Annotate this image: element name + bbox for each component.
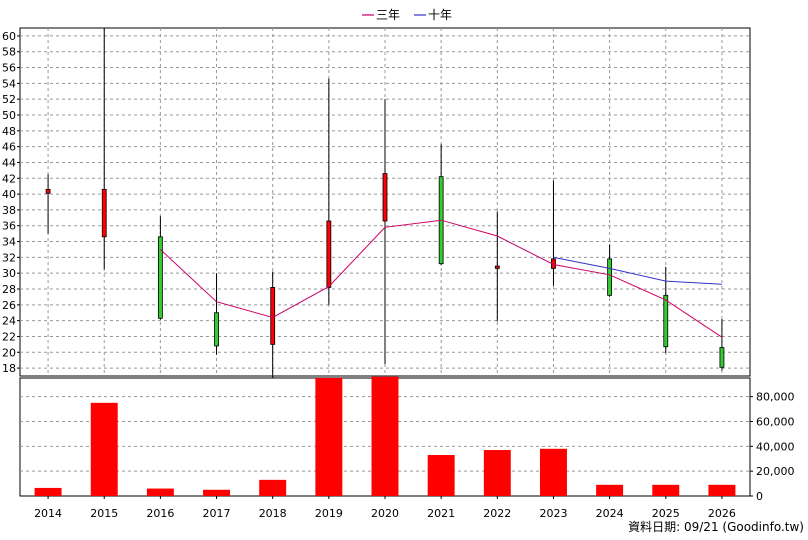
price-tick-label: 26 <box>2 299 16 312</box>
candle-body <box>101 188 107 238</box>
volume-bar <box>652 484 680 496</box>
candle-body <box>607 258 613 296</box>
price-tick-label: 36 <box>2 220 16 233</box>
price-tick-label: 34 <box>2 236 16 249</box>
source-note: 資料日期: 09/21 (Goodinfo.tw) <box>628 520 804 534</box>
price-tick-label: 20 <box>2 346 16 359</box>
x-tick-label: 2022 <box>483 507 511 520</box>
candle-body <box>45 188 51 194</box>
price-tick-label: 18 <box>2 362 16 375</box>
volume-bar <box>371 376 399 496</box>
x-tick-label: 2024 <box>596 507 624 520</box>
volume-bar <box>596 484 624 496</box>
price-tick-label: 22 <box>2 330 16 343</box>
price-panel: 18 20 22 24 26 28 30 32 34 36 38 40 42 44 46 48 50 52 54 56… <box>2 27 751 380</box>
price-tick-label: 52 <box>2 93 16 106</box>
legend-label: 三年 <box>376 8 400 22</box>
volume-bar <box>90 402 118 496</box>
volume-tick-label: 40,000 <box>756 440 795 453</box>
x-tick-label: 2020 <box>371 507 399 520</box>
volume-tick-label: 0 <box>756 490 763 503</box>
price-tick-label: 40 <box>2 188 16 201</box>
price-tick-label: 28 <box>2 283 16 296</box>
price-tick-label: 54 <box>2 77 16 90</box>
candle-body <box>157 236 163 319</box>
volume-bar <box>315 378 343 496</box>
x-tick-label: 2014 <box>34 507 62 520</box>
price-tick-label: 24 <box>2 315 16 328</box>
legend-label: 十年 <box>428 8 452 22</box>
legend: 三年 十年 <box>362 8 452 22</box>
x-tick-label: 2017 <box>203 507 231 520</box>
x-tick-label: 2015 <box>90 507 118 520</box>
volume-bar <box>539 448 567 496</box>
volume-bar <box>483 450 511 496</box>
volume-bar <box>708 484 736 496</box>
volume-bar <box>203 489 231 496</box>
x-tick-label: 2016 <box>146 507 174 520</box>
candle-body <box>214 312 219 347</box>
candle-body <box>494 265 500 269</box>
candle-body <box>326 220 332 288</box>
ma-line-十年 <box>553 256 722 285</box>
x-tick-label: 2026 <box>708 507 736 520</box>
price-tick-label: 46 <box>2 141 16 154</box>
x-tick-label: 2025 <box>652 507 680 520</box>
price-tick-label: 32 <box>2 251 16 264</box>
candle-body <box>663 294 669 348</box>
price-tick-label: 44 <box>2 156 16 169</box>
candle-body <box>382 173 388 222</box>
volume-tick-label: 80,000 <box>756 391 795 404</box>
volume-bar <box>34 487 62 496</box>
volume-panel: 0 20,000 40,000 60,000 80,000 <box>19 376 795 503</box>
volume-bar <box>146 488 174 496</box>
x-tick-label: 2023 <box>539 507 567 520</box>
price-tick-label: 30 <box>2 267 16 280</box>
x-tick-label: 2019 <box>315 507 343 520</box>
price-tick-label: 42 <box>2 172 16 185</box>
candle-body <box>719 347 725 368</box>
price-tick-label: 60 <box>2 30 16 43</box>
x-tick-label: 2021 <box>427 507 455 520</box>
candle-body <box>270 287 276 345</box>
price-tick-label: 56 <box>2 62 16 75</box>
volume-tick-label: 20,000 <box>756 465 795 478</box>
volume-bar <box>259 479 287 496</box>
volume-tick-label: 60,000 <box>756 415 795 428</box>
price-tick-label: 58 <box>2 46 16 59</box>
ma-line-三年 <box>160 219 723 338</box>
price-tick-label: 50 <box>2 109 16 122</box>
x-axis: 2014 2015 2016 2017 2018 2019 2020 2021 2022 2023… <box>34 496 736 520</box>
x-tick-label: 2018 <box>259 507 287 520</box>
price-tick-label: 38 <box>2 204 16 217</box>
price-tick-label: 48 <box>2 125 16 138</box>
volume-bar <box>427 455 455 496</box>
